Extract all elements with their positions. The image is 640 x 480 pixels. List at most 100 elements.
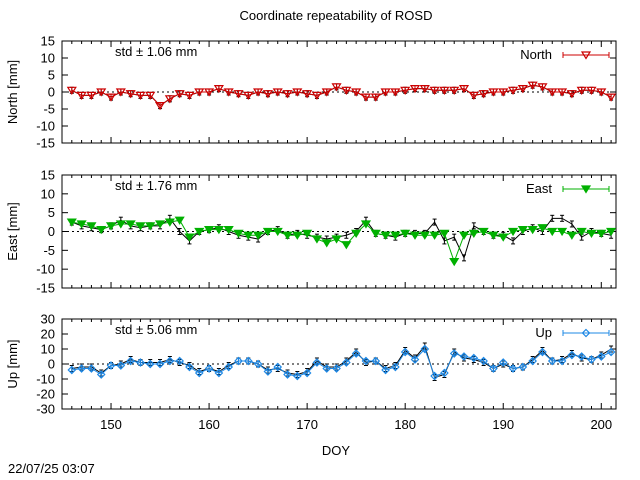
data-point — [458, 84, 470, 94]
y-tick-label: 10 — [41, 342, 55, 357]
data-point — [360, 220, 372, 229]
data-point — [371, 356, 381, 366]
data-point — [105, 222, 117, 231]
data-point — [76, 220, 87, 229]
data-point — [233, 90, 244, 99]
data-point — [135, 222, 146, 231]
data-point — [174, 90, 185, 99]
chart-title: Coordinate repeatability of ROSD — [240, 8, 433, 23]
data-point — [185, 362, 194, 372]
data-point — [430, 371, 439, 381]
timestamp: 22/07/25 03:07 — [8, 461, 95, 476]
y-tick-label: 20 — [41, 327, 55, 342]
data-point — [360, 93, 372, 102]
data-point — [468, 229, 479, 239]
data-point — [204, 88, 215, 97]
data-point — [233, 229, 244, 239]
data-point — [272, 227, 283, 237]
y-tick-label: 0 — [48, 224, 55, 239]
data-point — [527, 81, 538, 90]
legend-marker — [581, 328, 591, 338]
data-point — [145, 359, 155, 369]
data-point — [292, 88, 303, 97]
data-point — [528, 356, 538, 366]
data-point — [527, 226, 538, 235]
data-point — [409, 84, 421, 94]
y-tick-label: 10 — [41, 186, 55, 201]
data-point — [263, 367, 273, 376]
data-point — [478, 90, 489, 99]
y-tick-label: -20 — [36, 387, 55, 402]
data-point — [468, 91, 479, 101]
y-tick-label: 5 — [48, 205, 55, 220]
panel-north: 15 10 5 0 -5 -10 -15 North [mm] std ± 1.06 mm Nor… — [5, 34, 617, 151]
data-point — [538, 347, 547, 357]
data-point — [126, 356, 135, 366]
data-point — [498, 88, 509, 97]
data-point — [420, 344, 430, 354]
data-point — [517, 84, 528, 94]
data-point — [164, 95, 175, 104]
x-tick-label: 180 — [394, 417, 416, 432]
data-point — [331, 83, 342, 92]
data-point — [282, 231, 293, 240]
data-point — [213, 226, 224, 235]
data-point — [567, 350, 577, 360]
data-point — [145, 91, 156, 101]
legend-label: East — [526, 181, 552, 196]
data-point — [155, 359, 165, 369]
legend-label: Up — [535, 325, 552, 340]
y-tick-label: -10 — [36, 262, 55, 277]
data-point — [517, 226, 528, 235]
y-tick-label: -5 — [43, 102, 55, 117]
data-point — [537, 224, 548, 233]
data-point — [458, 231, 470, 240]
data-point — [136, 358, 145, 367]
y-tick-label: 15 — [41, 168, 55, 183]
x-axis-label: DOY — [322, 443, 351, 458]
panels: 15 10 5 0 -5 -10 -15 North [mm] std ± 1.06 mm Nor… — [5, 34, 617, 432]
data-point — [234, 356, 243, 366]
data-point — [76, 91, 87, 101]
data-point — [175, 356, 185, 366]
data-point — [606, 227, 617, 237]
data-point — [321, 239, 332, 248]
data-point — [67, 365, 77, 375]
data-point — [469, 353, 479, 363]
data-point — [194, 227, 205, 237]
data-point — [566, 90, 577, 99]
x-tick-label: 200 — [590, 417, 612, 432]
data-point — [262, 227, 273, 237]
data-point — [96, 88, 107, 97]
data-point — [105, 93, 117, 102]
data-point — [391, 362, 400, 372]
data-point — [439, 229, 450, 239]
y-tick-label: -5 — [43, 243, 55, 258]
data-point — [537, 83, 548, 92]
data-point — [213, 84, 224, 94]
data-point — [194, 368, 204, 378]
data-point — [204, 226, 215, 235]
data-point — [429, 231, 440, 240]
data-point — [311, 91, 323, 101]
data-point — [577, 352, 587, 361]
y-tick-label: -15 — [36, 136, 55, 151]
data-point — [174, 216, 185, 225]
y-tick-label: -10 — [36, 119, 55, 134]
data-point — [66, 86, 77, 95]
data-point — [321, 88, 332, 97]
data-point — [459, 352, 469, 361]
data-point — [547, 227, 558, 237]
data-point — [341, 241, 352, 250]
data-point — [449, 349, 459, 358]
y-tick-label: 15 — [41, 34, 55, 49]
data-point — [302, 368, 312, 378]
data-point — [351, 349, 361, 358]
data-point — [125, 90, 136, 99]
x-tick-label: 150 — [100, 417, 122, 432]
data-point — [194, 88, 205, 97]
data-point — [282, 90, 293, 99]
data-point — [488, 88, 499, 97]
data-point — [508, 364, 518, 373]
data-point — [409, 231, 421, 240]
